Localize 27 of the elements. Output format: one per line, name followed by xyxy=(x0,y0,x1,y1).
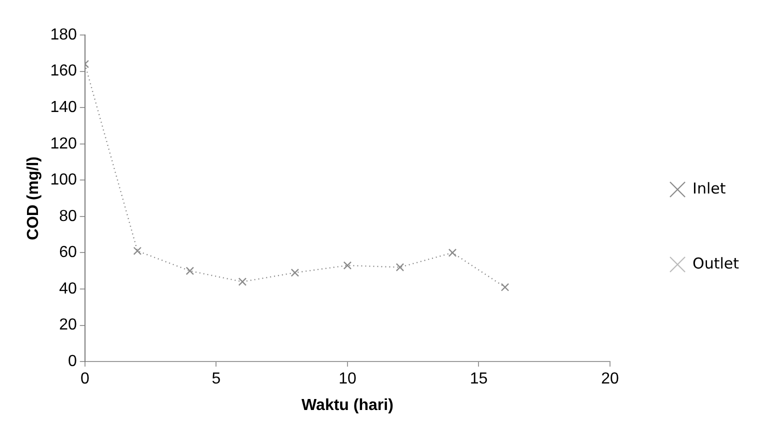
x-tick-label: 0 xyxy=(80,370,90,388)
y-tick-label: 20 xyxy=(59,316,77,334)
legend-label: Outlet xyxy=(692,254,740,272)
y-axis-title: COD (mg/l) xyxy=(25,156,42,240)
y-tick-label: 180 xyxy=(50,26,77,44)
x-tick-label: 10 xyxy=(338,370,356,388)
point xyxy=(290,268,300,277)
point xyxy=(448,248,457,257)
y-tick-label: 100 xyxy=(50,172,77,189)
y-tick-label: 60 xyxy=(59,244,77,262)
point xyxy=(396,263,404,272)
y-tick-label: 80 xyxy=(59,208,77,225)
y-tick-label: 40 xyxy=(59,280,77,298)
point xyxy=(238,278,247,286)
y-tick-label: 120 xyxy=(50,135,77,152)
point xyxy=(343,261,352,270)
y-tick-label: 140 xyxy=(50,98,77,116)
y-tick-label: 0 xyxy=(68,353,77,370)
x-axis-title: Waktu (hari) xyxy=(302,396,394,414)
legend-label: Inlet xyxy=(692,179,726,198)
x-tick-label: 20 xyxy=(601,370,620,388)
point xyxy=(500,283,510,292)
x-tick-label: 5 xyxy=(212,370,221,388)
y-tick-label: 160 xyxy=(50,62,77,80)
point xyxy=(186,266,194,276)
point xyxy=(133,246,142,256)
x-tick-label: 15 xyxy=(470,370,488,388)
